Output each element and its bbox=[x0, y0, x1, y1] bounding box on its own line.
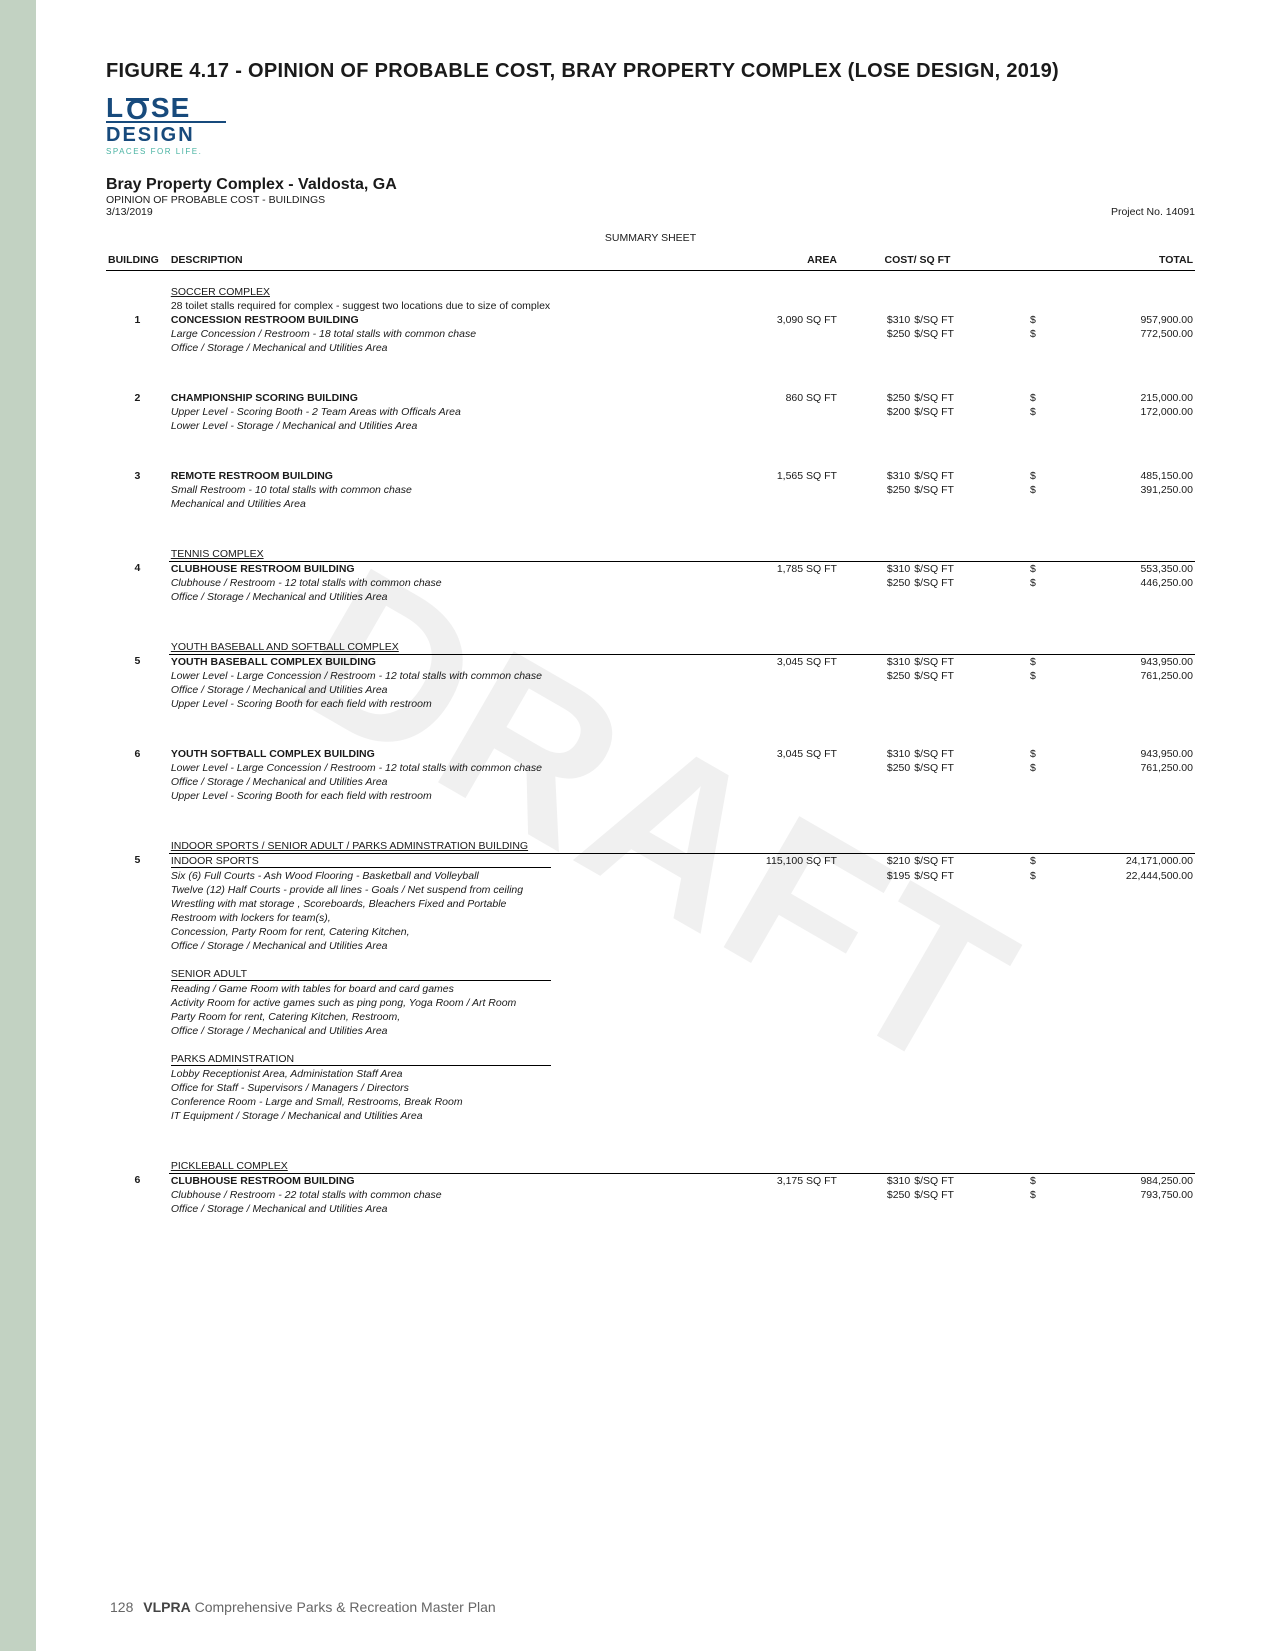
table-row: 5INDOOR SPORTS115,100 SQ FT$210$/SQ FT$2… bbox=[106, 853, 1195, 869]
table-row bbox=[106, 803, 1195, 839]
project-date: 3/13/2019 bbox=[106, 206, 153, 218]
col-cost: COST/ SQ FT bbox=[839, 250, 996, 271]
table-row: Clubhouse / Restroom - 12 total stalls w… bbox=[106, 576, 1195, 590]
table-row: Office / Storage / Mechanical and Utilit… bbox=[106, 775, 1195, 789]
logo-main: LOSE bbox=[106, 97, 226, 119]
cost-table: BUILDING DESCRIPTION AREA COST/ SQ FT TO… bbox=[106, 250, 1195, 1216]
table-row: 5YOUTH BASEBALL COMPLEX BUILDING3,045 SQ… bbox=[106, 654, 1195, 669]
table-row: Reading / Game Room with tables for boar… bbox=[106, 982, 1195, 996]
table-row: Twelve (12) Half Courts - provide all li… bbox=[106, 883, 1195, 897]
table-row bbox=[106, 711, 1195, 747]
table-row: Party Room for rent, Catering Kitchen, R… bbox=[106, 1010, 1195, 1024]
table-row: 1CONCESSION RESTROOM BUILDING3,090 SQ FT… bbox=[106, 313, 1195, 327]
table-row: 6CLUBHOUSE RESTROOM BUILDING3,175 SQ FT$… bbox=[106, 1173, 1195, 1188]
table-row: TENNIS COMPLEX bbox=[106, 547, 1195, 562]
table-row bbox=[106, 953, 1195, 967]
table-row: Office / Storage / Mechanical and Utilit… bbox=[106, 590, 1195, 604]
project-subtitle: OPINION OF PROBABLE COST - BUILDINGS bbox=[106, 194, 1195, 206]
table-row: 4CLUBHOUSE RESTROOM BUILDING1,785 SQ FT$… bbox=[106, 561, 1195, 576]
table-row: Office / Storage / Mechanical and Utilit… bbox=[106, 1202, 1195, 1216]
project-title: Bray Property Complex - Valdosta, GA bbox=[106, 176, 1195, 194]
table-row: Activity Room for active games such as p… bbox=[106, 996, 1195, 1010]
col-building: BUILDING bbox=[106, 250, 169, 271]
table-row: Lower Level - Storage / Mechanical and U… bbox=[106, 419, 1195, 433]
table-row: IT Equipment / Storage / Mechanical and … bbox=[106, 1109, 1195, 1123]
table-row: Mechanical and Utilities Area bbox=[106, 497, 1195, 511]
table-row: Six (6) Full Courts - Ash Wood Flooring … bbox=[106, 869, 1195, 883]
figure-title: FIGURE 4.17 - OPINION OF PROBABLE COST, … bbox=[106, 60, 1195, 83]
table-row: 28 toilet stalls required for complex - … bbox=[106, 299, 1195, 313]
table-row: 3REMOTE RESTROOM BUILDING1,565 SQ FT$310… bbox=[106, 469, 1195, 483]
footer-bold: VLPRA bbox=[143, 1599, 190, 1615]
table-row: Small Restroom - 10 total stalls with co… bbox=[106, 483, 1195, 497]
table-row: Large Concession / Restroom - 18 total s… bbox=[106, 327, 1195, 341]
table-row: Wrestling with mat storage , Scoreboards… bbox=[106, 897, 1195, 911]
page-container: DRAFT FIGURE 4.17 - OPINION OF PROBABLE … bbox=[36, 0, 1275, 1651]
table-row: YOUTH BASEBALL AND SOFTBALL COMPLEX bbox=[106, 640, 1195, 655]
table-header-row: BUILDING DESCRIPTION AREA COST/ SQ FT TO… bbox=[106, 250, 1195, 271]
table-row: Conference Room - Large and Small, Restr… bbox=[106, 1095, 1195, 1109]
table-row: Lobby Receptionist Area, Administation S… bbox=[106, 1067, 1195, 1081]
table-row: Upper Level - Scoring Booth - 2 Team Are… bbox=[106, 405, 1195, 419]
table-row: PICKLEBALL COMPLEX bbox=[106, 1159, 1195, 1174]
table-row: Office / Storage / Mechanical and Utilit… bbox=[106, 683, 1195, 697]
table-row: SOCCER COMPLEX bbox=[106, 285, 1195, 299]
table-row: 2CHAMPIONSHIP SCORING BUILDING860 SQ FT$… bbox=[106, 391, 1195, 405]
page-number: 128 bbox=[110, 1599, 133, 1615]
table-row: PARKS ADMINSTRATION bbox=[106, 1052, 1195, 1067]
table-row: Office / Storage / Mechanical and Utilit… bbox=[106, 1024, 1195, 1038]
table-row: Upper Level - Scoring Booth for each fie… bbox=[106, 697, 1195, 711]
col-description: DESCRIPTION bbox=[169, 250, 713, 271]
page-footer: 128 VLPRA Comprehensive Parks & Recreati… bbox=[110, 1599, 496, 1615]
col-total: TOTAL bbox=[996, 250, 1195, 271]
table-row: Lower Level - Large Concession / Restroo… bbox=[106, 669, 1195, 683]
table-row bbox=[106, 355, 1195, 391]
table-row bbox=[106, 1038, 1195, 1052]
table-row bbox=[106, 433, 1195, 469]
table-row bbox=[106, 511, 1195, 547]
table-row: Upper Level - Scoring Booth for each fie… bbox=[106, 789, 1195, 803]
table-row: Office / Storage / Mechanical and Utilit… bbox=[106, 939, 1195, 953]
table-row bbox=[106, 1123, 1195, 1159]
summary-sheet-label: SUMMARY SHEET bbox=[106, 232, 1195, 244]
logo-sub: DESIGN bbox=[106, 121, 226, 145]
table-row: Clubhouse / Restroom - 22 total stalls w… bbox=[106, 1188, 1195, 1202]
table-row: SENIOR ADULT bbox=[106, 967, 1195, 982]
left-margin-strip bbox=[0, 0, 36, 1651]
logo-tagline: SPACES FOR LIFE. bbox=[106, 147, 226, 156]
table-row: Concession, Party Room for rent, Caterin… bbox=[106, 925, 1195, 939]
table-row: Lower Level - Large Concession / Restroo… bbox=[106, 761, 1195, 775]
table-row: INDOOR SPORTS / SENIOR ADULT / PARKS ADM… bbox=[106, 839, 1195, 854]
table-row: Restroom with lockers for team(s), bbox=[106, 911, 1195, 925]
lose-design-logo: LOSE DESIGN SPACES FOR LIFE. bbox=[106, 97, 226, 156]
col-area: AREA bbox=[713, 250, 839, 271]
footer-rest: Comprehensive Parks & Recreation Master … bbox=[191, 1599, 496, 1615]
table-row: Office for Staff - Supervisors / Manager… bbox=[106, 1081, 1195, 1095]
project-number: Project No. 14091 bbox=[1111, 206, 1195, 218]
table-row bbox=[106, 604, 1195, 640]
table-row: 6YOUTH SOFTBALL COMPLEX BUILDING3,045 SQ… bbox=[106, 747, 1195, 761]
table-row: Office / Storage / Mechanical and Utilit… bbox=[106, 341, 1195, 355]
